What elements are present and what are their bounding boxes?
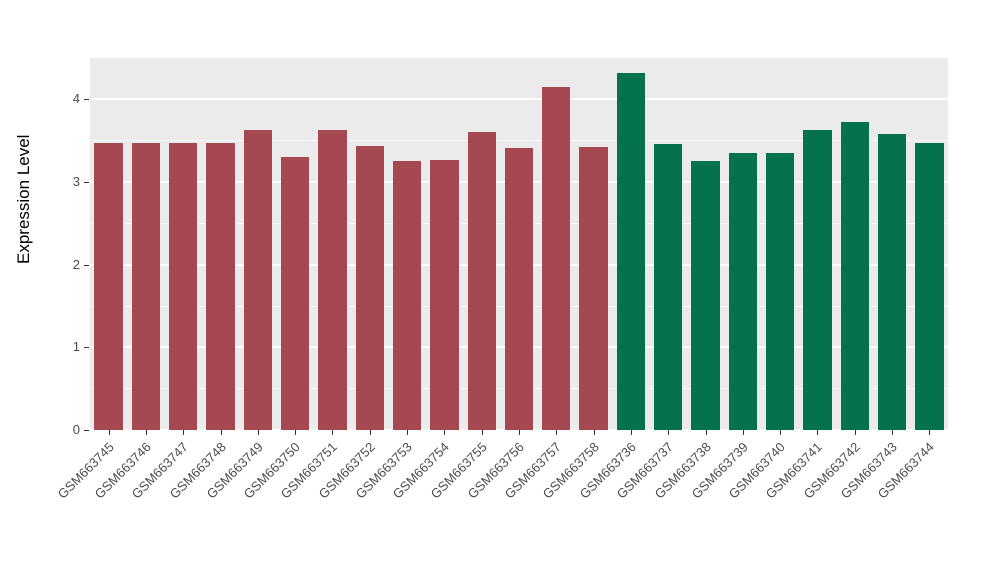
x-tick-mark [892,430,894,435]
bar-GSM663758 [579,147,608,430]
y-tick-mark [84,264,89,266]
x-tick-mark [519,430,520,435]
bar-GSM663757 [542,86,571,430]
bar-GSM663737 [654,143,683,430]
major-gridline [90,98,948,101]
bar-GSM663736 [616,72,646,430]
bar-GSM663755 [467,132,496,430]
x-tick-mark [407,430,409,435]
y-tick-label: 0 [72,422,80,437]
bar-GSM663748 [206,143,235,430]
x-tick-mark [332,430,334,435]
bar-GSM663738 [691,160,720,430]
bar-GSM663747 [169,143,198,430]
x-tick-mark [705,430,707,435]
minor-gridline [90,140,948,142]
x-tick-mark [780,430,782,435]
x-tick-mark [593,430,595,435]
x-tick-mark [817,430,819,435]
bar-GSM663743 [877,134,907,430]
x-tick-mark [369,430,371,435]
bar-GSM663741 [803,129,832,430]
y-tick-label: 4 [72,91,80,107]
bar-GSM663746 [131,143,161,430]
x-tick-mark [556,430,558,435]
bar-GSM663745 [94,143,123,430]
bar-GSM663742 [840,122,869,430]
bar-GSM663752 [355,145,384,430]
x-tick-mark [630,430,632,435]
x-tick-mark [108,430,110,435]
y-tick-label: 1 [72,339,80,355]
x-tick-mark [145,430,147,435]
x-tick-mark [929,430,931,435]
x-tick-mark [183,430,185,435]
bar-GSM663749 [243,129,273,430]
y-tick-mark [84,99,89,101]
x-tick-mark [481,430,483,435]
x-tick-mark [742,430,744,435]
x-tick-mark [295,430,297,435]
bar-GSM663753 [392,160,422,430]
bar-GSM663739 [728,153,757,430]
y-axis-title: Expression Level [14,134,33,264]
bar-GSM663751 [318,129,347,430]
x-tick-mark [444,430,446,435]
y-tick-mark [84,182,89,183]
bar-GSM663756 [504,148,534,430]
x-tick-mark [854,430,856,435]
y-tick-mark [84,430,89,431]
x-tick-mark [668,430,670,435]
bar-GSM663740 [765,153,795,430]
x-tick-mark [257,430,259,435]
y-tick-label: 2 [72,256,80,272]
bar-GSM663754 [430,159,459,430]
x-tick-mark [220,430,222,435]
bar-GSM663750 [280,157,310,430]
bar-GSM663744 [915,143,944,430]
plot-panel [90,58,948,431]
y-tick-mark [84,347,89,349]
y-tick-label: 3 [72,174,80,189]
